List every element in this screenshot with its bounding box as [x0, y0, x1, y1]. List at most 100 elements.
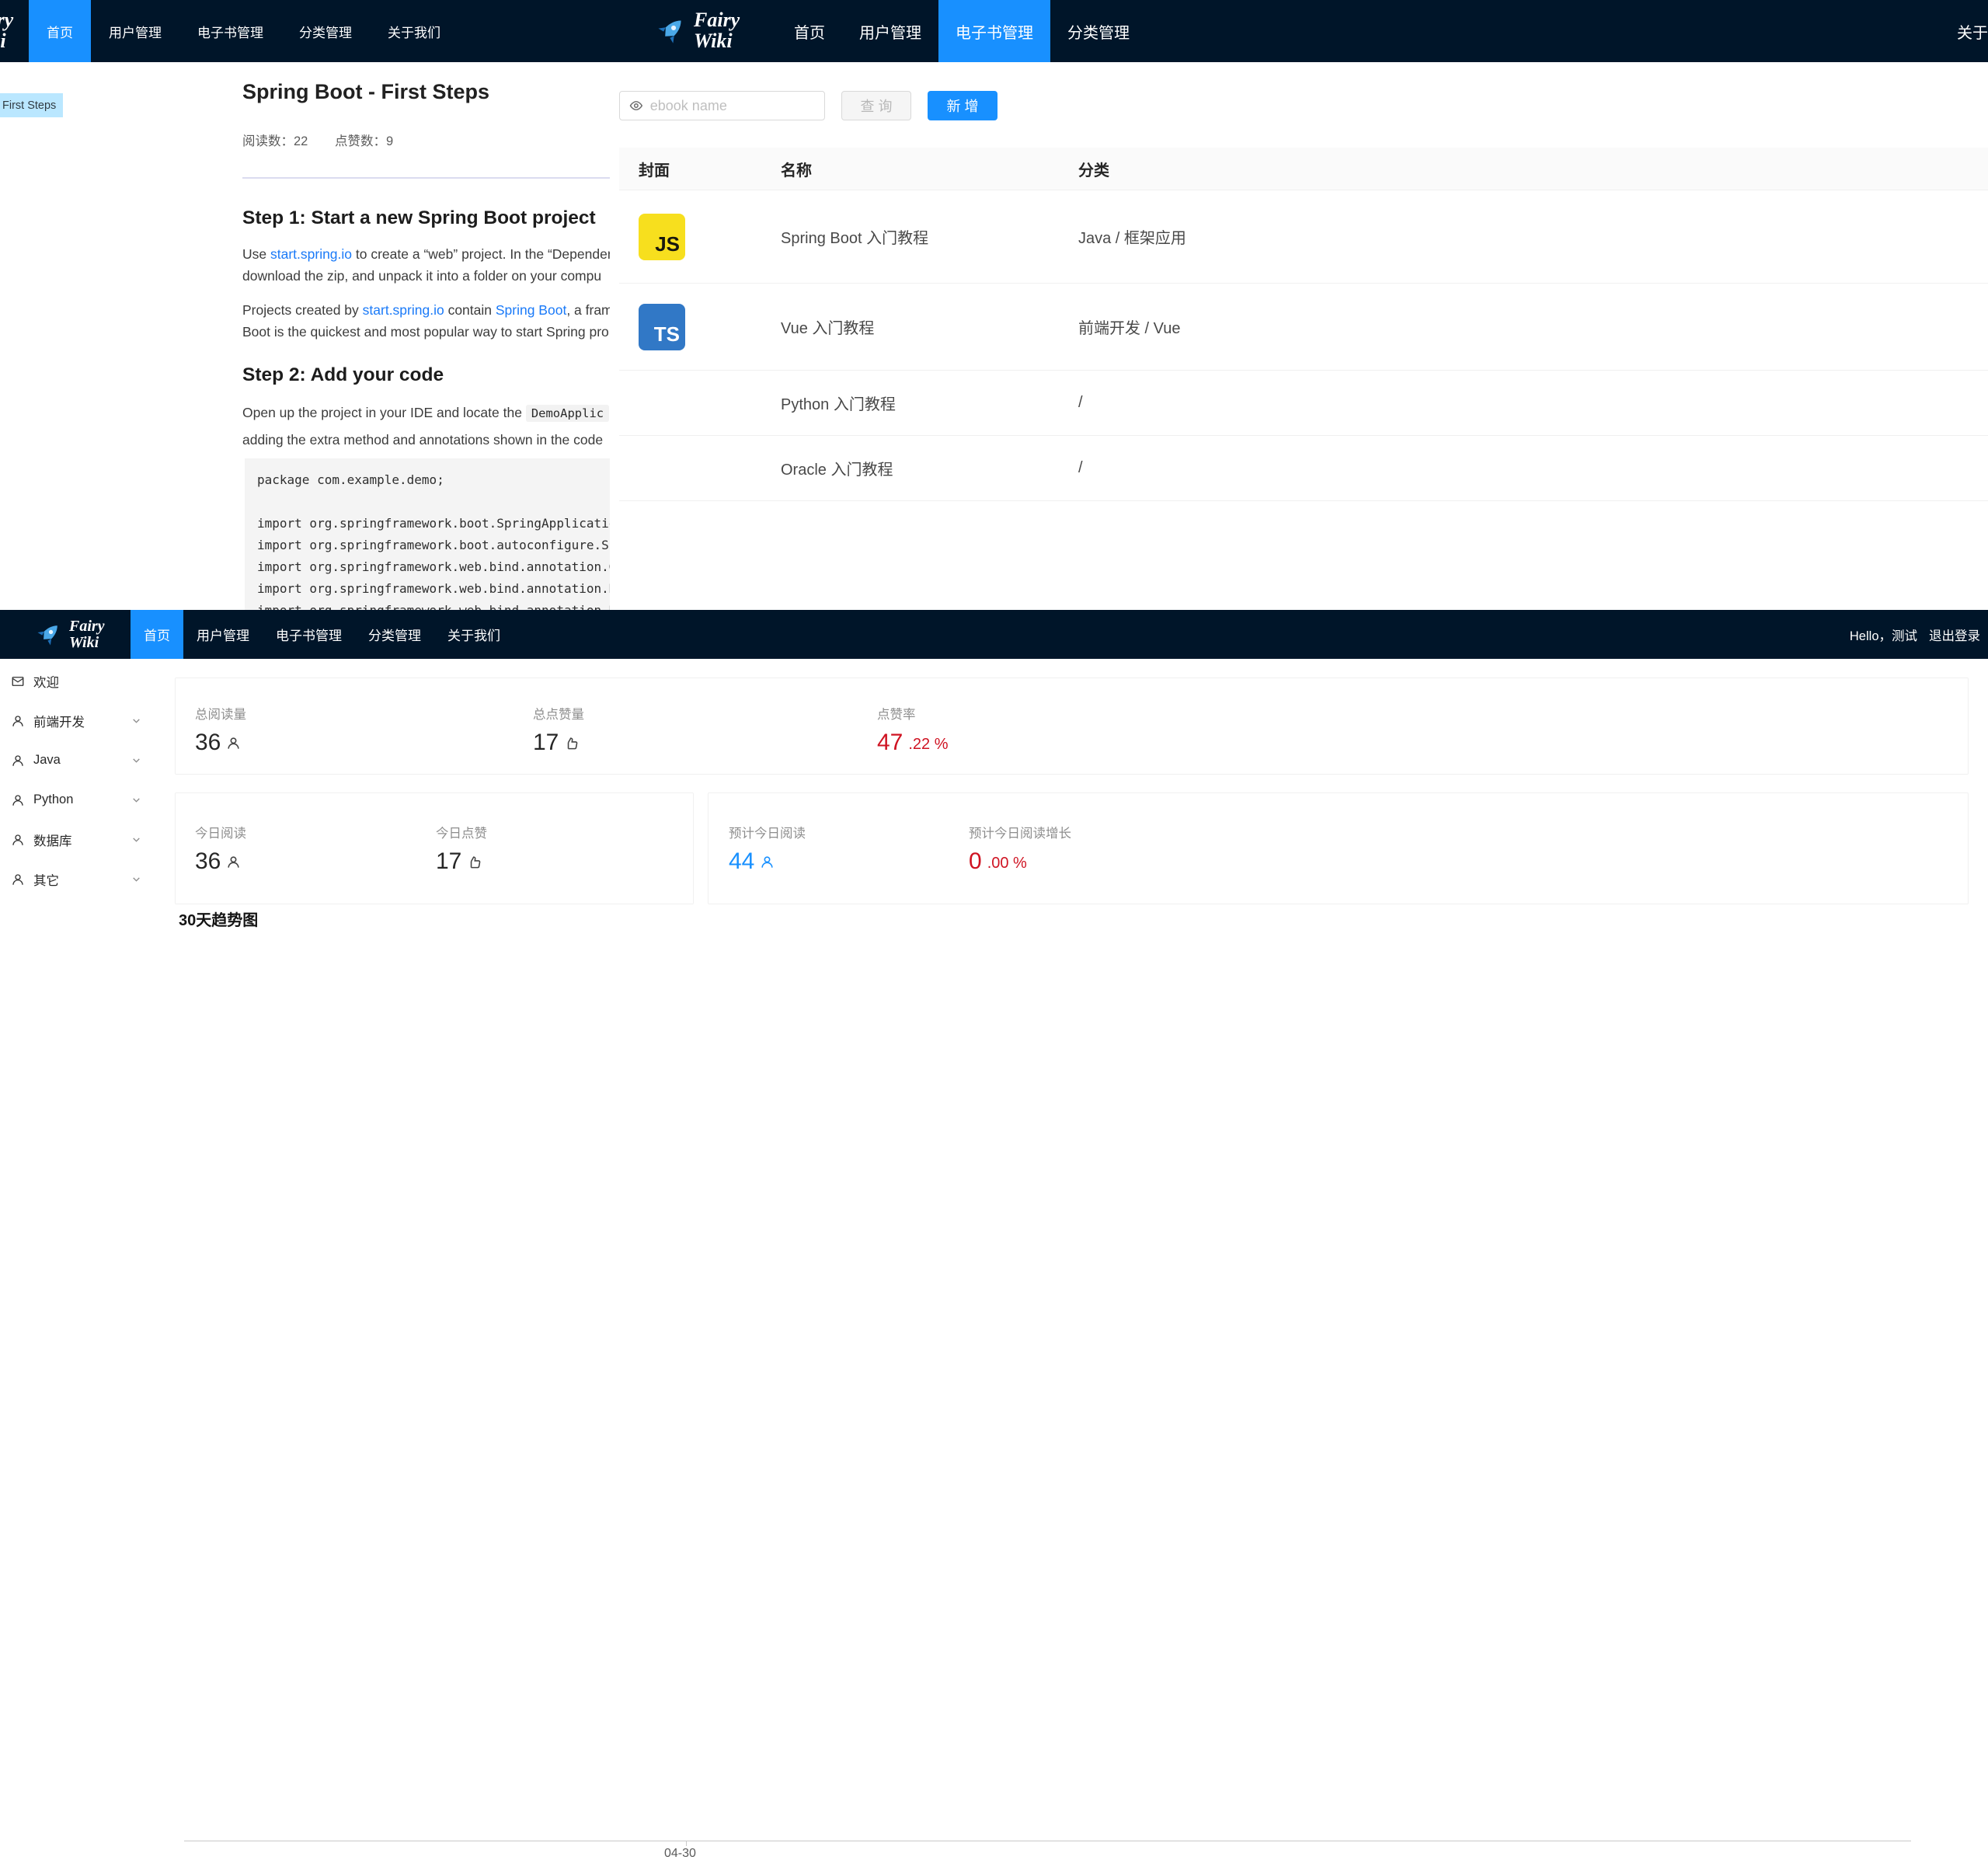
doc-title: Spring Boot - First Steps: [242, 80, 490, 103]
link-start-spring-io[interactable]: start.spring.io: [362, 302, 444, 318]
mail-icon: [12, 676, 24, 686]
search-input[interactable]: [649, 97, 815, 114]
brand-logo[interactable]: Fairy Wiki: [0, 0, 13, 62]
nav-item-users[interactable]: 用户管理: [197, 629, 249, 643]
text: Open up the project in your IDE and loca…: [242, 405, 526, 420]
ebook-category: Java / 框架应用: [1078, 230, 1186, 247]
doc-reader-page: Fairy Wiki 首页 用户管理 电子书管理 分类管理 关于我们 First…: [0, 0, 610, 610]
text: contain: [444, 302, 496, 318]
home-stats-page: Fairy Wiki 首页 用户管理 电子书管理 分类管理 关于我们 Hello…: [0, 610, 1988, 1860]
nav-item-users[interactable]: 用户管理: [859, 24, 921, 42]
stat-value: 36: [195, 730, 221, 755]
nav-item-home[interactable]: 首页: [131, 610, 183, 659]
stat-label: 总阅读量: [195, 708, 246, 722]
text: Use: [242, 246, 270, 262]
nav-item-ebooks[interactable]: 电子书管理: [938, 0, 1050, 62]
step2-heading: Step 2: Add your code: [242, 364, 444, 385]
query-button[interactable]: 查 询: [841, 91, 911, 120]
sidebar-item-label: 数据库: [33, 834, 72, 848]
table-header-row: 封面 名称 分类: [619, 148, 1988, 190]
eye-icon: [629, 101, 643, 110]
brand-logo[interactable]: Fairy Wiki: [33, 610, 105, 659]
sidebar-item-database[interactable]: 数据库: [0, 820, 155, 859]
nav-item-home[interactable]: 首页: [794, 24, 825, 42]
stat-suffix: .00 %: [987, 855, 1027, 872]
table-header-cover: 封面: [639, 162, 670, 179]
doc-divider: [242, 177, 610, 179]
add-button[interactable]: 新 增: [928, 91, 997, 120]
sidebar-item-label: 其它: [33, 873, 59, 888]
ebook-category: /: [1078, 394, 1083, 411]
stat-label: 今日点赞: [436, 827, 487, 841]
nav-item-about[interactable]: 关于我们: [1957, 24, 1988, 42]
nav-item-categories[interactable]: 分类管理: [368, 629, 421, 643]
code-line: [257, 491, 610, 513]
inline-code: DemoApplic: [525, 405, 610, 422]
paragraph-line: Boot is the quickest and most popular wa…: [242, 322, 610, 343]
brand-logo[interactable]: Fairy Wiki: [653, 0, 740, 62]
doc-article: Spring Boot - First Steps 阅读数：22 点赞数：9 S…: [242, 80, 610, 610]
logout-link[interactable]: 退出登录: [1929, 629, 1980, 643]
table-row: JS Spring Boot 入门教程 Java / 框架应用: [619, 190, 1988, 284]
nav-item-categories[interactable]: 分类管理: [299, 25, 352, 40]
like-icon: [568, 737, 578, 749]
ebook-table: 封面 名称 分类 JS Spring Boot 入门教程 Java / 框架应用…: [619, 148, 1988, 501]
chevron-down-icon: [133, 758, 140, 763]
sidebar-item-java[interactable]: Java: [0, 740, 155, 780]
sidebar-item-label: 欢迎: [33, 675, 59, 690]
stat-value: 17: [533, 730, 559, 755]
like-count-value: 9: [385, 134, 394, 148]
user-icon: [228, 855, 239, 868]
sidebar-item-other[interactable]: 其它: [0, 859, 155, 899]
sidebar-item-python[interactable]: Python: [0, 780, 155, 820]
chart-tick-mark: [686, 1841, 687, 1846]
table-header-category: 分类: [1078, 162, 1109, 179]
user-icon: [12, 794, 23, 806]
ebook-category: 前端开发 / Vue: [1078, 320, 1181, 337]
table-row: TS Vue 入门教程 前端开发 / Vue: [619, 284, 1988, 371]
sidebar-item-label: 前端开发: [33, 715, 85, 730]
user-icon: [12, 873, 23, 885]
stat-suffix: .22 %: [908, 736, 949, 753]
code-line: import org.springframework.web.bind.anno…: [257, 559, 610, 574]
ebook-name: Oracle 入门教程: [781, 462, 893, 479]
text: Boot is the quickest and most popular wa…: [242, 323, 609, 340]
chart-tick-label: 04-30: [664, 1847, 696, 1860]
today-card: 今日阅读 36 今日点赞 17: [175, 792, 694, 904]
stat-total-reads: 总阅读量 36: [195, 704, 246, 756]
chevron-down-icon: [133, 838, 140, 842]
ebook-name: Spring Boot 入门教程: [781, 230, 929, 247]
nav-item-about[interactable]: 关于我们: [388, 25, 440, 40]
link-spring-boot[interactable]: Spring Boot: [495, 302, 567, 318]
nav-item-ebooks[interactable]: 电子书管理: [276, 629, 342, 643]
nav-item-categories[interactable]: 分类管理: [1067, 24, 1130, 42]
code-line: package com.example.demo;: [257, 472, 444, 487]
nav-item-home[interactable]: 首页: [29, 0, 91, 62]
stat-today-likes: 今日点赞 17: [436, 823, 487, 875]
user-icon: [12, 754, 23, 766]
home-navbar: Fairy Wiki 首页 用户管理 电子书管理 分类管理 关于我们 Hello…: [0, 610, 1988, 659]
link-start-spring-io[interactable]: start.spring.io: [270, 246, 353, 262]
sidebar-item-frontend[interactable]: 前端开发: [0, 701, 155, 740]
doc-meta: 阅读数：22 点赞数：9: [242, 131, 610, 149]
sidebar-item-welcome[interactable]: 欢迎: [0, 661, 155, 701]
nav-item-users[interactable]: 用户管理: [109, 25, 162, 40]
ebook-name: Python 入门教程: [781, 396, 896, 413]
paragraph-line: Open up the project in your IDE and loca…: [242, 402, 610, 425]
nav-item-about[interactable]: 关于我们: [447, 629, 500, 643]
cover-badge-ts: TS: [639, 303, 685, 350]
brand-text: Fairy Wiki: [694, 9, 740, 52]
ebook-admin-page: Fairy Wiki 首页 用户管理 电子书管理 分类管理 关于我们 查 询 新…: [610, 0, 1988, 610]
main-nav: 首页 用户管理 电子书管理 分类管理: [777, 0, 1147, 62]
doc-navbar: Fairy Wiki 首页 用户管理 电子书管理 分类管理 关于我们: [0, 0, 610, 62]
chevron-down-icon: [133, 877, 140, 882]
stat-label: 点赞率: [877, 708, 916, 722]
user-icon: [12, 834, 23, 845]
stat-like-rate: 点赞率 47 .22 %: [877, 704, 949, 756]
chevron-down-icon: [133, 798, 140, 803]
paragraph-line: download the zip, and unpack it into a f…: [242, 266, 610, 287]
stat-value: 17: [436, 848, 462, 874]
nav-item-ebooks[interactable]: 电子书管理: [197, 25, 263, 40]
doc-sidebar-selected-item[interactable]: First Steps: [0, 93, 63, 117]
